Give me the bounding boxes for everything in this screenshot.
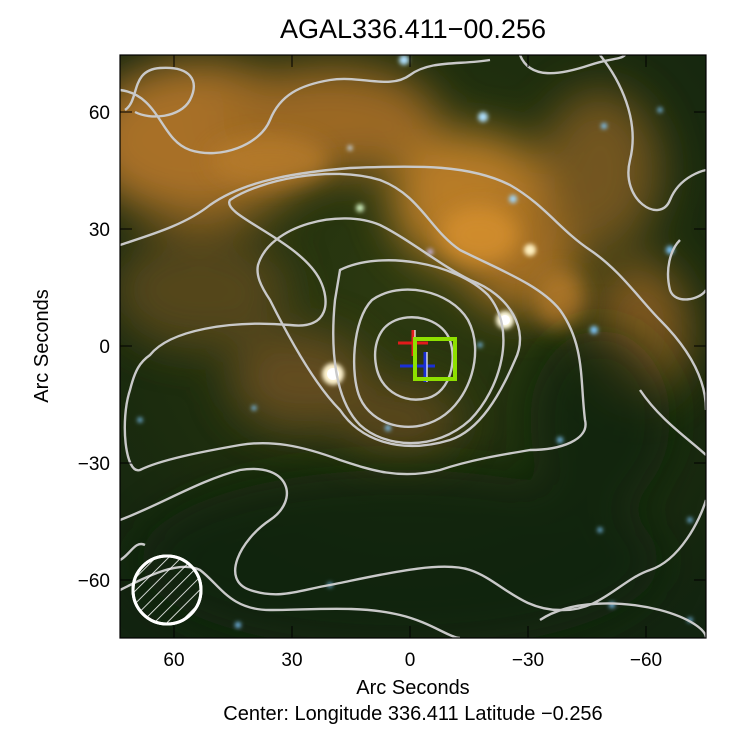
y-tick-label: 30 (89, 220, 110, 241)
x-tick-label: 0 (405, 650, 416, 671)
y-tick-labels: 60 30 0 −30 −60 (78, 103, 110, 592)
sky-image (120, 55, 706, 638)
y-axis-label: Arc Seconds (31, 289, 53, 402)
x-tick-label: 30 (281, 650, 302, 671)
plot-title: AGAL336.411−00.256 (280, 14, 546, 44)
x-tick-label: 60 (163, 650, 184, 671)
source-box (413, 337, 457, 381)
y-tick-label: −30 (78, 454, 110, 475)
axis-ticks (120, 55, 706, 638)
x-tick-label: −60 (630, 650, 662, 671)
y-tick-label: −60 (78, 571, 110, 592)
y-tick-label: 60 (89, 103, 110, 124)
center-coordinates: Center: Longitude 336.411 Latitude −0.25… (223, 703, 602, 725)
x-axis-label: Arc Seconds (356, 677, 469, 699)
beam-circle (131, 554, 203, 626)
x-tick-label: −30 (512, 650, 544, 671)
contours (120, 55, 706, 638)
y-tick-label: 0 (99, 337, 110, 358)
x-tick-labels: 60 30 0 −30 −60 (163, 650, 662, 671)
